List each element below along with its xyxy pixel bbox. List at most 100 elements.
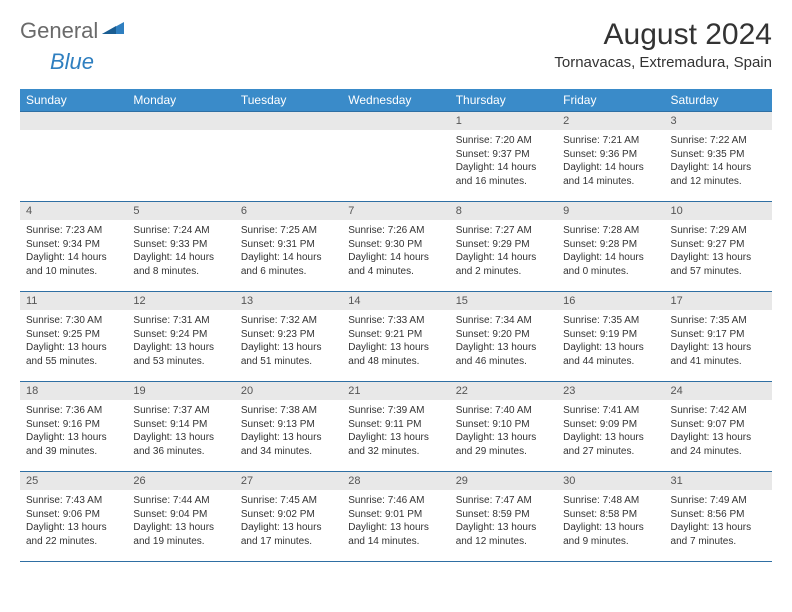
day-number: 17: [665, 292, 772, 310]
daylight-text: Daylight: 14 hours and 12 minutes.: [671, 161, 766, 188]
sunrise-text: Sunrise: 7:27 AM: [456, 224, 551, 238]
sunrise-text: Sunrise: 7:36 AM: [26, 404, 121, 418]
calendar-table: Sunday Monday Tuesday Wednesday Thursday…: [20, 89, 772, 562]
day-content: Sunrise: 7:28 AMSunset: 9:28 PMDaylight:…: [557, 220, 664, 282]
sunrise-text: Sunrise: 7:20 AM: [456, 134, 551, 148]
day-number: 18: [20, 382, 127, 400]
day-cell: [342, 112, 449, 202]
logo: General: [20, 18, 126, 44]
daylight-text: Daylight: 13 hours and 27 minutes.: [563, 431, 658, 458]
sunrise-text: Sunrise: 7:21 AM: [563, 134, 658, 148]
sunset-text: Sunset: 9:25 PM: [26, 328, 121, 342]
sunrise-text: Sunrise: 7:22 AM: [671, 134, 766, 148]
day-number: 24: [665, 382, 772, 400]
day-content: Sunrise: 7:21 AMSunset: 9:36 PMDaylight:…: [557, 130, 664, 192]
sunrise-text: Sunrise: 7:28 AM: [563, 224, 658, 238]
day-cell: 1Sunrise: 7:20 AMSunset: 9:37 PMDaylight…: [450, 112, 557, 202]
day-cell: [127, 112, 234, 202]
day-number: [342, 112, 449, 130]
day-content: Sunrise: 7:34 AMSunset: 9:20 PMDaylight:…: [450, 310, 557, 372]
sunset-text: Sunset: 9:27 PM: [671, 238, 766, 252]
sunset-text: Sunset: 9:09 PM: [563, 418, 658, 432]
day-number: 4: [20, 202, 127, 220]
daylight-text: Daylight: 13 hours and 57 minutes.: [671, 251, 766, 278]
day-cell: 12Sunrise: 7:31 AMSunset: 9:24 PMDayligh…: [127, 292, 234, 382]
day-content: Sunrise: 7:47 AMSunset: 8:59 PMDaylight:…: [450, 490, 557, 552]
sunset-text: Sunset: 9:02 PM: [241, 508, 336, 522]
sunrise-text: Sunrise: 7:33 AM: [348, 314, 443, 328]
day-content: Sunrise: 7:49 AMSunset: 8:56 PMDaylight:…: [665, 490, 772, 552]
day-cell: 17Sunrise: 7:35 AMSunset: 9:17 PMDayligh…: [665, 292, 772, 382]
day-content: Sunrise: 7:24 AMSunset: 9:33 PMDaylight:…: [127, 220, 234, 282]
day-content: Sunrise: 7:36 AMSunset: 9:16 PMDaylight:…: [20, 400, 127, 462]
day-number: [20, 112, 127, 130]
sunset-text: Sunset: 9:14 PM: [133, 418, 228, 432]
sunset-text: Sunset: 9:07 PM: [671, 418, 766, 432]
sunset-text: Sunset: 9:19 PM: [563, 328, 658, 342]
daylight-text: Daylight: 13 hours and 19 minutes.: [133, 521, 228, 548]
weekday-header: Friday: [557, 89, 664, 112]
day-content: Sunrise: 7:41 AMSunset: 9:09 PMDaylight:…: [557, 400, 664, 462]
day-number: 30: [557, 472, 664, 490]
day-number: 11: [20, 292, 127, 310]
daylight-text: Daylight: 14 hours and 10 minutes.: [26, 251, 121, 278]
week-row: 4Sunrise: 7:23 AMSunset: 9:34 PMDaylight…: [20, 202, 772, 292]
day-number: 15: [450, 292, 557, 310]
day-number: 20: [235, 382, 342, 400]
sunset-text: Sunset: 8:56 PM: [671, 508, 766, 522]
sunrise-text: Sunrise: 7:37 AM: [133, 404, 228, 418]
day-cell: 25Sunrise: 7:43 AMSunset: 9:06 PMDayligh…: [20, 472, 127, 562]
day-cell: 13Sunrise: 7:32 AMSunset: 9:23 PMDayligh…: [235, 292, 342, 382]
day-content: Sunrise: 7:38 AMSunset: 9:13 PMDaylight:…: [235, 400, 342, 462]
day-content: Sunrise: 7:35 AMSunset: 9:17 PMDaylight:…: [665, 310, 772, 372]
day-cell: 16Sunrise: 7:35 AMSunset: 9:19 PMDayligh…: [557, 292, 664, 382]
day-content: Sunrise: 7:43 AMSunset: 9:06 PMDaylight:…: [20, 490, 127, 552]
day-content: Sunrise: 7:40 AMSunset: 9:10 PMDaylight:…: [450, 400, 557, 462]
day-content: Sunrise: 7:42 AMSunset: 9:07 PMDaylight:…: [665, 400, 772, 462]
daylight-text: Daylight: 13 hours and 48 minutes.: [348, 341, 443, 368]
day-number: 28: [342, 472, 449, 490]
day-content: Sunrise: 7:44 AMSunset: 9:04 PMDaylight:…: [127, 490, 234, 552]
daylight-text: Daylight: 14 hours and 4 minutes.: [348, 251, 443, 278]
daylight-text: Daylight: 13 hours and 29 minutes.: [456, 431, 551, 458]
daylight-text: Daylight: 13 hours and 24 minutes.: [671, 431, 766, 458]
day-number: 25: [20, 472, 127, 490]
sunrise-text: Sunrise: 7:40 AM: [456, 404, 551, 418]
day-cell: 9Sunrise: 7:28 AMSunset: 9:28 PMDaylight…: [557, 202, 664, 292]
sunrise-text: Sunrise: 7:38 AM: [241, 404, 336, 418]
sunrise-text: Sunrise: 7:45 AM: [241, 494, 336, 508]
sunrise-text: Sunrise: 7:24 AM: [133, 224, 228, 238]
sunrise-text: Sunrise: 7:34 AM: [456, 314, 551, 328]
day-cell: 21Sunrise: 7:39 AMSunset: 9:11 PMDayligh…: [342, 382, 449, 472]
daylight-text: Daylight: 14 hours and 14 minutes.: [563, 161, 658, 188]
sunset-text: Sunset: 9:20 PM: [456, 328, 551, 342]
sunrise-text: Sunrise: 7:44 AM: [133, 494, 228, 508]
daylight-text: Daylight: 13 hours and 44 minutes.: [563, 341, 658, 368]
day-cell: [235, 112, 342, 202]
logo-triangle-icon: [102, 20, 124, 43]
day-cell: 30Sunrise: 7:48 AMSunset: 8:58 PMDayligh…: [557, 472, 664, 562]
weekday-header: Thursday: [450, 89, 557, 112]
sunrise-text: Sunrise: 7:29 AM: [671, 224, 766, 238]
weekday-header: Wednesday: [342, 89, 449, 112]
sunrise-text: Sunrise: 7:35 AM: [563, 314, 658, 328]
week-row: 25Sunrise: 7:43 AMSunset: 9:06 PMDayligh…: [20, 472, 772, 562]
sunset-text: Sunset: 8:58 PM: [563, 508, 658, 522]
daylight-text: Daylight: 13 hours and 51 minutes.: [241, 341, 336, 368]
sunset-text: Sunset: 9:35 PM: [671, 148, 766, 162]
day-cell: 20Sunrise: 7:38 AMSunset: 9:13 PMDayligh…: [235, 382, 342, 472]
sunset-text: Sunset: 9:23 PM: [241, 328, 336, 342]
day-number: 21: [342, 382, 449, 400]
sunset-text: Sunset: 9:31 PM: [241, 238, 336, 252]
day-number: 2: [557, 112, 664, 130]
sunrise-text: Sunrise: 7:42 AM: [671, 404, 766, 418]
sunset-text: Sunset: 9:34 PM: [26, 238, 121, 252]
daylight-text: Daylight: 13 hours and 32 minutes.: [348, 431, 443, 458]
day-cell: 24Sunrise: 7:42 AMSunset: 9:07 PMDayligh…: [665, 382, 772, 472]
day-cell: 10Sunrise: 7:29 AMSunset: 9:27 PMDayligh…: [665, 202, 772, 292]
sunset-text: Sunset: 9:04 PM: [133, 508, 228, 522]
day-number: 23: [557, 382, 664, 400]
daylight-text: Daylight: 14 hours and 2 minutes.: [456, 251, 551, 278]
sunrise-text: Sunrise: 7:32 AM: [241, 314, 336, 328]
sunrise-text: Sunrise: 7:41 AM: [563, 404, 658, 418]
